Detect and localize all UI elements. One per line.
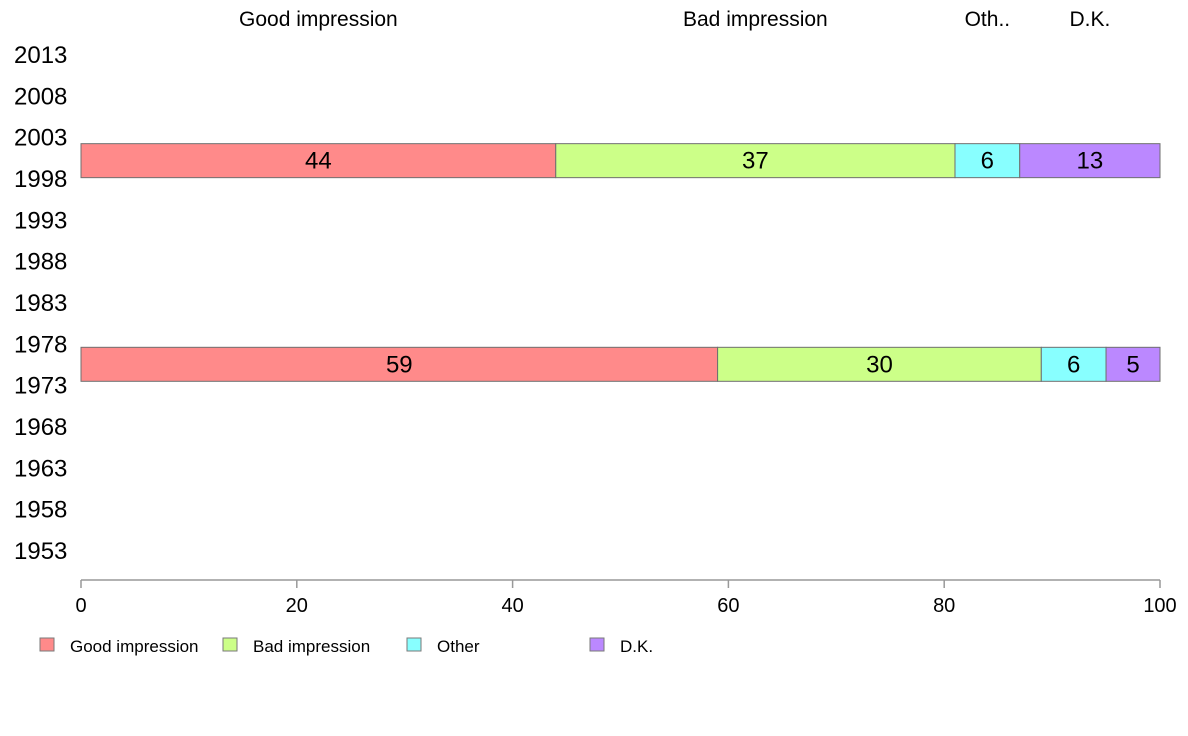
data-label-d-k-2003: 13 xyxy=(1077,148,1104,175)
legend-swatch-d-k xyxy=(589,637,605,652)
data-label-bad-impression-1978: 30 xyxy=(866,351,893,378)
x-tick-label-0: 0 xyxy=(75,595,86,617)
x-tick-label-100: 100 xyxy=(1143,595,1176,617)
x-tick-label-20: 20 xyxy=(286,595,308,617)
y-label-1983: 1983 xyxy=(14,290,67,317)
bar-bad-impression-2003 xyxy=(555,143,956,179)
y-label-2003: 2003 xyxy=(14,125,67,152)
y-label-1953: 1953 xyxy=(14,538,67,565)
column-header-good-impression: Good impression xyxy=(239,8,398,31)
data-label-good-impression-2003: 44 xyxy=(305,148,332,175)
column-header-other: Oth.. xyxy=(965,8,1011,31)
bar-bad-impression-1978 xyxy=(717,346,1042,382)
bar-d-k-1978 xyxy=(1105,346,1161,382)
column-header-d-k: D.K. xyxy=(1069,8,1110,31)
bar-good-impression-1978 xyxy=(80,346,719,382)
bar-good-impression-2003 xyxy=(80,143,557,179)
legend-swatch-good-impression xyxy=(39,637,55,652)
y-label-1973: 1973 xyxy=(14,373,67,400)
y-label-2008: 2008 xyxy=(14,83,67,110)
column-header-bad-impression: Bad impression xyxy=(683,8,828,31)
bar-other-2003 xyxy=(954,143,1021,179)
y-label-1978: 1978 xyxy=(14,331,67,358)
y-label-1988: 1988 xyxy=(14,249,67,276)
bar-d-k-2003 xyxy=(1019,143,1161,179)
legend-label-bad-impression: Bad impression xyxy=(253,637,370,656)
x-tick-label-40: 40 xyxy=(501,595,523,617)
x-tick-label-80: 80 xyxy=(933,595,955,617)
legend-swatch-bad-impression xyxy=(222,637,238,652)
x-axis: 0 20 40 60 80 100 xyxy=(75,579,1177,617)
bars: 44 37 6 13 59 30 6 5 xyxy=(80,143,1161,382)
column-headers: Good impression Bad impression Oth.. D.K. xyxy=(239,8,1110,31)
legend-label-other: Other xyxy=(437,637,480,656)
legend-label-d-k: D.K. xyxy=(620,637,653,656)
y-label-1958: 1958 xyxy=(14,497,67,524)
data-label-other-1978: 6 xyxy=(1067,351,1080,378)
legend-label-good-impression: Good impression xyxy=(70,637,199,656)
y-label-1963: 1963 xyxy=(14,455,67,482)
y-label-2013: 2013 xyxy=(14,42,67,69)
y-label-1998: 1998 xyxy=(14,166,67,193)
legend: Good impression Bad impression Other D.K. xyxy=(39,637,653,656)
data-label-other-2003: 6 xyxy=(981,148,994,175)
y-axis-labels: 2013 2008 2003 1998 1993 1988 1983 1978 1973 1968… xyxy=(14,42,67,565)
bar-other-1978 xyxy=(1040,346,1107,382)
y-label-1968: 1968 xyxy=(14,414,67,441)
data-label-d-k-1978: 5 xyxy=(1126,351,1139,378)
x-tick-label-60: 60 xyxy=(717,595,739,617)
y-label-1993: 1993 xyxy=(14,207,67,234)
data-label-bad-impression-2003: 37 xyxy=(742,148,769,175)
data-label-good-impression-1978: 59 xyxy=(386,351,413,378)
legend-swatch-other xyxy=(406,637,422,652)
